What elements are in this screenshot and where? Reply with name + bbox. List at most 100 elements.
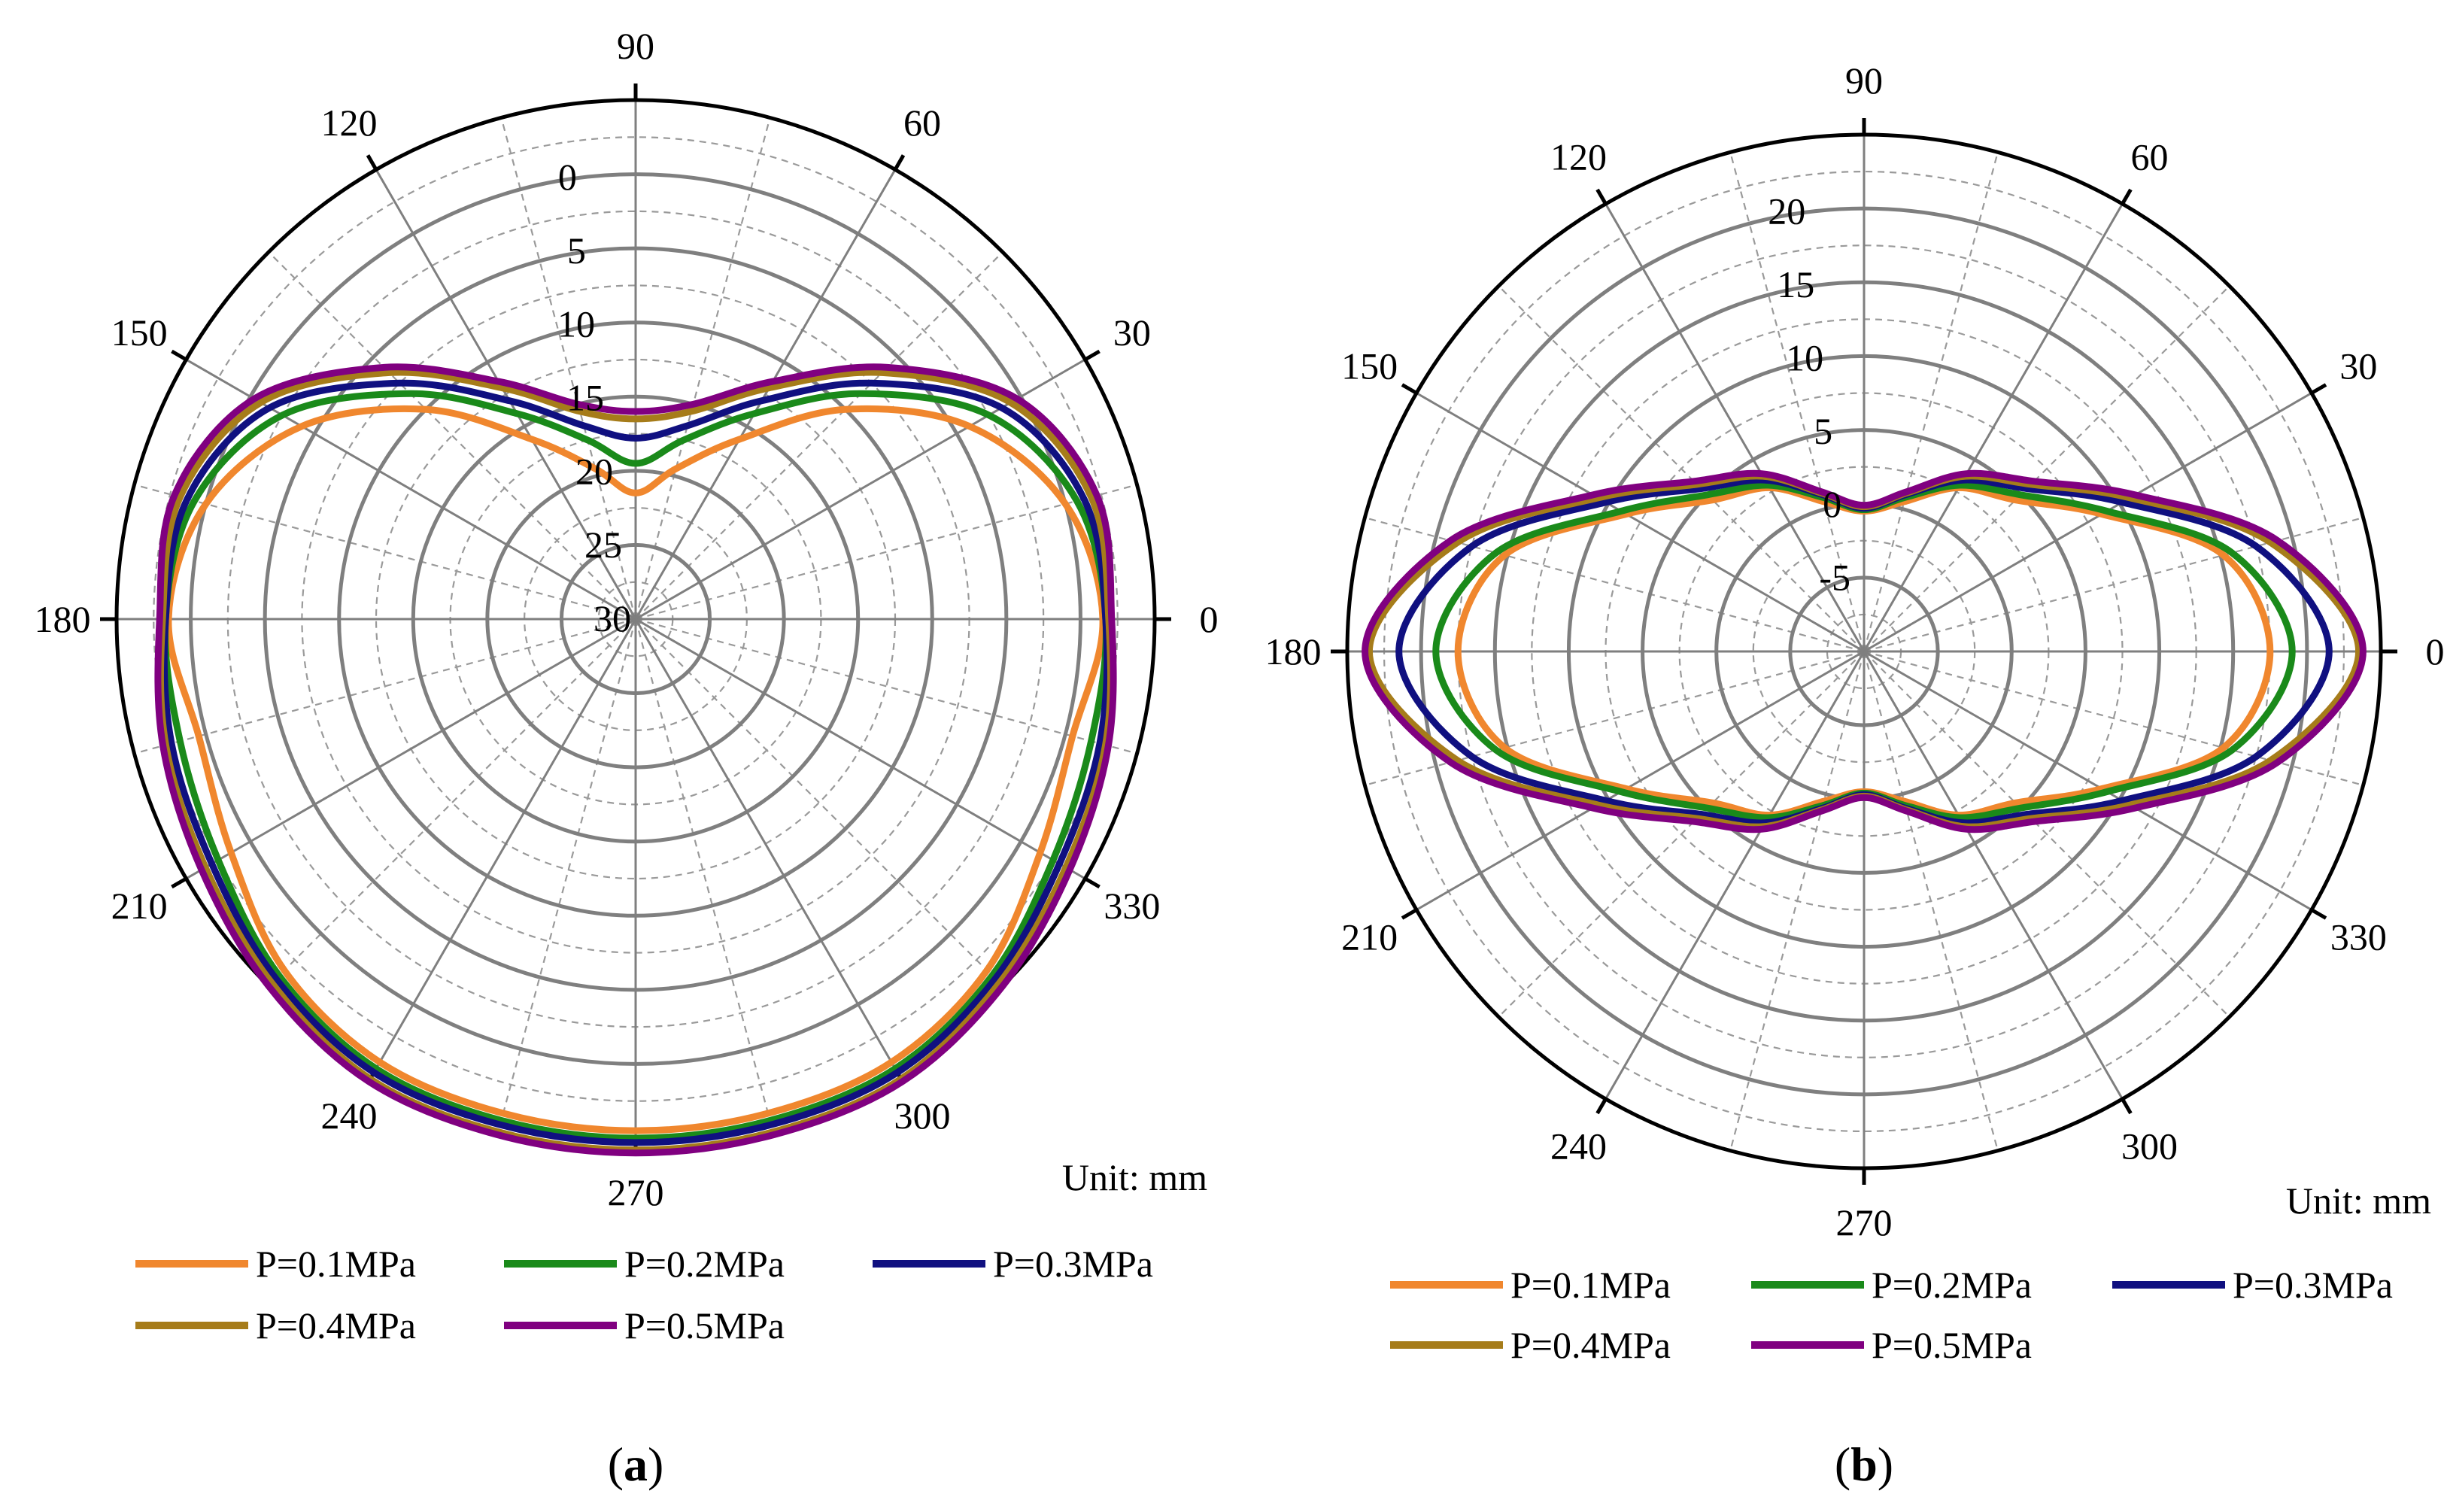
panel-letter-a: a [624, 1438, 648, 1491]
series-line-a-p05mpa [154, 363, 1117, 1157]
legend-item-a: P=0.2MPa [504, 1243, 785, 1285]
major-spoke-a [635, 618, 1086, 880]
radial-tick-label-b: 10 [1786, 336, 1823, 378]
tick-labels-b: 0 30 60 90 120 150 180 210 240 270 300 330 -5 0 5 10 15 2… [1265, 59, 2444, 1243]
minor-spoke-a [134, 484, 636, 621]
minor-spoke-a [500, 618, 637, 1121]
minor-spoke-a [635, 484, 1137, 621]
radial-tick-label-a: 25 [584, 524, 622, 566]
legend-label-b: P=0.4MPa [1510, 1324, 1671, 1366]
minor-spoke-a [634, 618, 771, 1121]
angle-tick-label-b: 330 [2330, 916, 2387, 958]
angle-tick-label-a: 0 [1200, 598, 1219, 640]
angle-tick-mark-b [1595, 1098, 1608, 1115]
major-spoke-a [375, 169, 637, 620]
angle-tick-label-b: 90 [1845, 59, 1883, 102]
angle-tick-mark-a [1084, 876, 1101, 889]
major-spoke-b [1605, 203, 1866, 652]
radial-tick-label-a: 5 [567, 229, 586, 272]
angle-tick-label-a: 150 [111, 311, 168, 354]
legend-item-a: P=0.1MPa [135, 1243, 416, 1285]
angle-tick-mark-b [2310, 908, 2327, 920]
angle-tick-mark-b [2121, 1098, 2133, 1115]
legend-item-a: P=0.3MPa [873, 1243, 1153, 1285]
major-spoke-b [1863, 650, 2312, 911]
angle-tick-label-a: 30 [1113, 311, 1151, 354]
radial-tick-label-b: 0 [1823, 483, 1841, 525]
legend-label-a: P=0.4MPa [256, 1304, 416, 1347]
legend-label-a: P=0.5MPa [624, 1304, 785, 1347]
angle-tick-label-a: 120 [321, 102, 378, 144]
legend-label-a: P=0.3MPa [993, 1243, 1153, 1285]
minor-spoke-b [1498, 285, 1865, 652]
minor-spoke-b [1365, 650, 1865, 786]
angle-tick-mark-a [893, 154, 906, 171]
major-spoke-a [634, 169, 897, 620]
legend-b: P=0.1MPa P=0.2MPa P=0.3MPa P=0.4MPa P=0.5MPa [1390, 1264, 2393, 1366]
unit-label-b: Unit: mm [2286, 1180, 2431, 1222]
legend-a: P=0.1MPa P=0.2MPa P=0.3MPa P=0.4MPa P=0.5MPa [135, 1243, 1153, 1347]
major-spoke-a [375, 618, 637, 1070]
legend-label-b: P=0.5MPa [1872, 1324, 2032, 1366]
chart-panel-a: 0 30 60 90 120 150 180 210 240 270 300 330 0 5 10 15 20 2… [35, 25, 1219, 1491]
angle-tick-label-a: 240 [321, 1095, 378, 1137]
angle-tick-label-a: 60 [903, 102, 941, 144]
legend-item-b: P=0.2MPa [1751, 1264, 2032, 1306]
major-spoke-b [1416, 392, 1865, 653]
panel-letter-b: b [1850, 1438, 1878, 1491]
angle-tick-label-a: 210 [111, 885, 168, 927]
angle-tick-mark-b [1595, 188, 1608, 205]
angle-tick-label-b: 210 [1341, 916, 1398, 958]
series-line-a-p02mpa [162, 390, 1110, 1142]
angle-tick-label-a: 330 [1104, 885, 1160, 927]
angle-tick-mark-a [171, 349, 187, 362]
angle-tick-mark-a [366, 154, 378, 171]
radial-tick-label-a: 20 [575, 450, 613, 492]
angle-tick-label-b: 0 [2426, 630, 2444, 673]
major-spoke-b [1863, 651, 2124, 1100]
tick-labels-a: 0 30 60 90 120 150 180 210 240 270 300 330 0 5 10 15 20 2… [35, 25, 1219, 1213]
legend-item-b: P=0.5MPa [1751, 1324, 2032, 1366]
legend-label-a: P=0.2MPa [624, 1243, 785, 1285]
angle-tick-mark-a [171, 876, 187, 889]
major-spoke-b [1863, 392, 2312, 653]
major-spoke-b [1416, 650, 1865, 911]
angle-tick-mark-a [1084, 349, 1101, 362]
series-line-a-p03mpa [160, 379, 1111, 1146]
angle-tick-label-b: 120 [1550, 136, 1607, 178]
series-group-a [154, 363, 1117, 1157]
angle-tick-label-a: 270 [608, 1171, 664, 1213]
minor-spoke-a [268, 251, 636, 620]
major-spoke-a [185, 618, 636, 880]
legend-label-b: P=0.3MPa [2233, 1264, 2393, 1306]
radial-tick-label-a: 30 [594, 597, 631, 639]
series-line-b-p02mpa [1432, 481, 2296, 821]
legend-label-b: P=0.2MPa [1872, 1264, 2032, 1306]
angle-tick-mark-b [1401, 383, 1418, 395]
angle-tick-mark-b [2310, 383, 2327, 395]
minor-spoke-a [635, 618, 1003, 987]
legend-label-b: P=0.1MPa [1510, 1264, 1671, 1306]
minor-spoke-b [1498, 651, 1865, 1018]
major-spoke-b [1605, 651, 1866, 1100]
radial-tick-label-a: 15 [566, 376, 604, 418]
minor-spoke-a [635, 618, 1137, 754]
radial-tick-label-a: 10 [557, 303, 595, 345]
angle-tick-label-b: 180 [1265, 630, 1322, 673]
legend-item-b: P=0.3MPa [2112, 1264, 2393, 1306]
series-line-b-p03mpa [1395, 476, 2333, 827]
minor-spoke-a [634, 117, 771, 620]
legend-item-b: P=0.4MPa [1390, 1324, 1671, 1366]
angle-tick-label-a: 90 [617, 25, 654, 67]
series-line-b-p01mpa [1454, 484, 2274, 819]
radial-tick-label-b: -5 [1819, 557, 1850, 599]
legend-item-a: P=0.4MPa [135, 1304, 416, 1347]
minor-spoke-b [1729, 152, 1866, 652]
chart-panel-b: 0 30 60 90 120 150 180 210 240 270 300 330 -5 0 5 10 15 2… [1265, 59, 2444, 1491]
minor-spoke-b [1863, 285, 2230, 652]
angle-tick-label-b: 240 [1550, 1125, 1607, 1167]
polar-grid-b [1331, 118, 2397, 1185]
angle-tick-label-b: 300 [2121, 1125, 2178, 1167]
minor-spoke-b [1863, 517, 2364, 653]
